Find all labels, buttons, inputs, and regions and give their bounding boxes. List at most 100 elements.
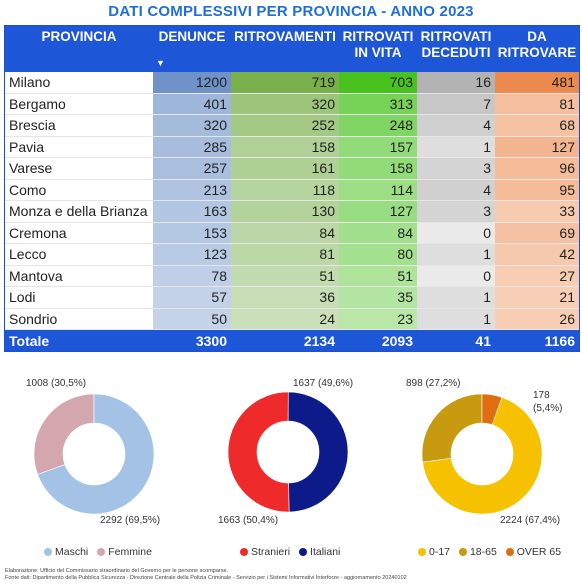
cell-ritrovati-deceduti: 1 [417, 243, 495, 266]
donut-label-stranieri: 1663 (50,4%) [218, 515, 279, 526]
legend-label-femmine: Femmine [108, 546, 152, 558]
cell-ritrovati-in-vita: 35 [339, 286, 417, 309]
table-header-row: PROVINCIA DENUNCE ▼ RITROVAMENTI RITROVAT… [5, 26, 579, 72]
cell-provincia: Sondrio [5, 308, 153, 330]
donut-label-over-65-percent: (5,4%) [533, 403, 563, 414]
donut-slice-maschi[interactable] [37, 393, 155, 515]
total-ritrovati-in-vita: 2093 [339, 329, 417, 351]
cell-denunce: 257 [153, 157, 231, 180]
cell-ritrovati-in-vita: 80 [339, 243, 417, 266]
table-row[interactable]: Milano 1200 719 703 16 481 [5, 72, 579, 94]
gender-donut-chart [33, 393, 155, 515]
legend-dot-italiani [299, 548, 308, 556]
donut-label-femmine: 1008 (30,5%) [26, 378, 87, 389]
sort-desc-icon[interactable]: ▼ [156, 58, 165, 68]
legend-dot-maschi [44, 548, 52, 556]
donut-slice-femmine[interactable] [33, 393, 95, 475]
page-title: DATI COMPLESSIVI PER PROVINCIA - ANNO 20… [108, 3, 474, 20]
cell-provincia: Brescia [5, 114, 153, 137]
cell-provincia: Monza e della Brianza [5, 200, 153, 223]
cell-ritrovati-in-vita: 23 [339, 308, 417, 330]
donut-label-0-17: 898 (27,2%) [406, 378, 461, 389]
age-legend: 0-17 18-65 OVER 65 [418, 546, 567, 558]
cell-denunce: 320 [153, 114, 231, 137]
cell-ritrovati-deceduti: 3 [417, 200, 495, 223]
total-denunce: 3300 [153, 329, 231, 351]
cell-provincia: Varese [5, 157, 153, 180]
table-row[interactable]: Brescia 320 252 248 4 68 [5, 114, 579, 137]
table-row[interactable]: Lodi 57 36 35 1 21 [5, 286, 579, 309]
cell-denunce: 78 [153, 265, 231, 287]
table-row[interactable]: Mantova 78 51 51 0 27 [5, 265, 579, 287]
cell-provincia: Mantova [5, 265, 153, 287]
table-row[interactable]: Pavia 285 158 157 1 127 [5, 136, 579, 158]
cell-da-ritrovare: 21 [495, 286, 579, 309]
cell-ritrovamenti: 161 [231, 157, 339, 180]
cell-ritrovamenti: 252 [231, 114, 339, 137]
cell-provincia: Pavia [5, 136, 153, 158]
donut-slice-18-65[interactable] [422, 397, 543, 515]
table-row[interactable]: Bergamo 401 320 313 7 81 [5, 93, 579, 115]
cell-ritrovati-in-vita: 158 [339, 157, 417, 180]
cell-ritrovamenti: 118 [231, 179, 339, 201]
cell-ritrovati-deceduti: 0 [417, 265, 495, 287]
donut-slice-italiani[interactable] [287, 391, 349, 513]
donut-label-maschi: 2292 (69,5%) [100, 515, 161, 526]
legend-item-italiani: Italiani [299, 546, 340, 558]
cell-ritrovati-in-vita: 114 [339, 179, 417, 201]
table-row[interactable]: Lecco 123 81 80 1 42 [5, 243, 579, 266]
cell-ritrovati-deceduti: 7 [417, 93, 495, 115]
col-header-denunce[interactable]: DENUNCE ▼ [153, 26, 231, 72]
legend-dot-0-17 [418, 548, 426, 556]
cell-denunce: 285 [153, 136, 231, 158]
cell-ritrovamenti: 158 [231, 136, 339, 158]
col-header-da-ritrovare[interactable]: DA RITROVARE [495, 26, 579, 72]
total-ritrovati-deceduti: 41 [417, 329, 495, 351]
cell-denunce: 401 [153, 93, 231, 115]
col-header-ritrovati-in-vita[interactable]: RITROVATI IN VITA [339, 26, 417, 72]
cell-denunce: 163 [153, 200, 231, 223]
cell-provincia: Como [5, 179, 153, 201]
cell-da-ritrovare: 81 [495, 93, 579, 115]
donut-slice-0-17[interactable] [421, 393, 483, 463]
col-header-ritrovati-deceduti[interactable]: RITROVATI DECEDUTI [417, 26, 495, 72]
cell-ritrovati-deceduti: 4 [417, 179, 495, 201]
cell-ritrovati-deceduti: 1 [417, 136, 495, 158]
cell-ritrovamenti: 84 [231, 222, 339, 244]
donut-slice-stranieri[interactable] [227, 391, 290, 513]
total-ritrovamenti: 2134 [231, 329, 339, 351]
cell-da-ritrovare: 26 [495, 308, 579, 330]
legend-dot-femmine [97, 548, 106, 556]
donut-label-18-65: 2224 (67,4%) [500, 515, 561, 526]
legend-dot-18-65 [458, 548, 467, 556]
table-row[interactable]: Como 213 118 114 4 95 [5, 179, 579, 201]
cell-ritrovamenti: 51 [231, 265, 339, 287]
donut-label-italiani: 1637 (49,6%) [293, 378, 354, 389]
cell-ritrovati-in-vita: 157 [339, 136, 417, 158]
table-row[interactable]: Sondrio 50 24 23 1 26 [5, 308, 579, 330]
cell-denunce: 213 [153, 179, 231, 201]
cell-denunce: 123 [153, 243, 231, 266]
total-row: Totale 3300 2134 2093 41 1166 [5, 329, 579, 351]
cell-ritrovati-in-vita: 84 [339, 222, 417, 244]
cell-provincia: Cremona [5, 222, 153, 244]
cell-ritrovati-in-vita: 248 [339, 114, 417, 137]
table-row[interactable]: Varese 257 161 158 3 96 [5, 157, 579, 180]
table-row[interactable]: Cremona 153 84 84 0 69 [5, 222, 579, 244]
col-header-ritrovamenti[interactable]: RITROVAMENTI [231, 26, 339, 72]
legend-item-stranieri: Stranieri [240, 546, 290, 558]
cell-provincia: Milano [5, 72, 153, 94]
cell-da-ritrovare: 127 [495, 136, 579, 158]
legend-label-stranieri: Stranieri [251, 546, 291, 558]
donut-label-over-65-value: 178 [533, 390, 550, 401]
legend-item-0-17: 0-17 [418, 546, 450, 558]
table-row[interactable]: Monza e della Brianza 163 130 127 3 33 [5, 200, 579, 223]
cell-denunce: 1200 [153, 72, 231, 94]
cell-da-ritrovare: 27 [495, 265, 579, 287]
cell-denunce: 57 [153, 286, 231, 309]
cell-da-ritrovare: 95 [495, 179, 579, 201]
cell-ritrovati-deceduti: 1 [417, 308, 495, 330]
col-header-provincia[interactable]: PROVINCIA [5, 26, 153, 72]
legend-label-0-17: 0-17 [429, 546, 451, 558]
legend-label-italiani: Italiani [310, 546, 341, 558]
